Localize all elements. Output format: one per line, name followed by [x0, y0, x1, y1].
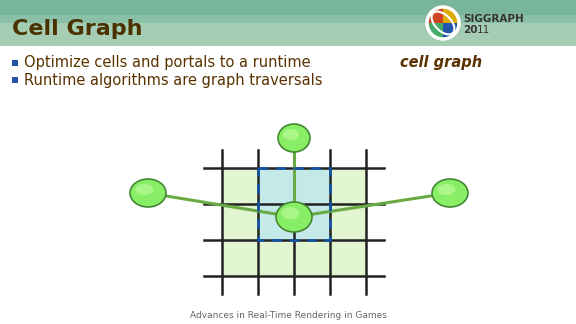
Ellipse shape [282, 207, 300, 219]
Ellipse shape [283, 129, 299, 140]
Ellipse shape [130, 179, 166, 207]
Bar [258, 168, 294, 204]
Bar [258, 204, 294, 240]
Bar [258, 204, 294, 240]
Ellipse shape [276, 202, 312, 232]
Text: Optimize cells and portals to a runtime: Optimize cells and portals to a runtime [24, 55, 315, 71]
Bar [0, 23, 576, 46]
Bar [294, 204, 330, 240]
Ellipse shape [432, 179, 468, 207]
Bar [294, 168, 330, 204]
Bar [0, 46, 576, 324]
Wedge shape [427, 23, 443, 39]
Bar [222, 168, 258, 204]
Bar [294, 168, 330, 204]
Wedge shape [443, 7, 459, 23]
Bar [222, 240, 258, 276]
Bar [330, 204, 366, 240]
Text: Cell Graph: Cell Graph [12, 18, 142, 39]
Wedge shape [443, 23, 459, 39]
Text: 11: 11 [477, 25, 490, 35]
Bar [330, 240, 366, 276]
Text: SIGGRAPH: SIGGRAPH [463, 14, 524, 24]
Bar [294, 204, 330, 240]
Ellipse shape [278, 124, 310, 152]
Text: cell graph: cell graph [400, 55, 482, 71]
Ellipse shape [135, 184, 153, 195]
Bar [0, 0, 576, 46]
Bar [12, 77, 18, 83]
Text: Runtime algorithms are graph traversals: Runtime algorithms are graph traversals [24, 73, 323, 87]
Text: Advances in Real-Time Rendering in Games: Advances in Real-Time Rendering in Games [190, 310, 386, 319]
Bar [294, 240, 330, 276]
Ellipse shape [437, 184, 456, 195]
Bar [258, 168, 330, 240]
Wedge shape [427, 7, 443, 23]
Bar [222, 204, 258, 240]
Text: 20: 20 [463, 25, 478, 35]
Bar [0, 0, 576, 15]
Bar [258, 168, 294, 204]
Bar [258, 240, 294, 276]
Bar [12, 60, 18, 66]
Bar [330, 168, 366, 204]
